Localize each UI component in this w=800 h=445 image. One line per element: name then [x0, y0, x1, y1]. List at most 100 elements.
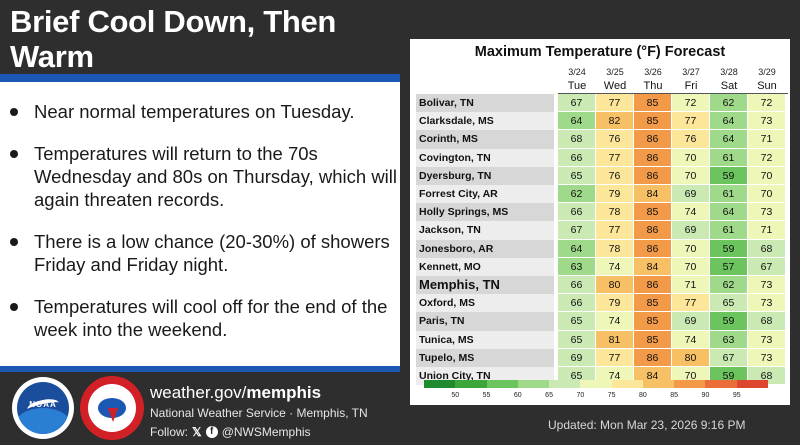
nws-logo-inner: [88, 384, 136, 432]
temperature-cell: 59: [710, 166, 748, 185]
table-row: Tunica, MS 65 81 85 74 63 73: [416, 330, 788, 349]
temperature-cell: 62: [710, 94, 748, 113]
city-name: Kennett, MO: [416, 257, 554, 276]
city-name: Tunica, MS: [416, 330, 554, 349]
legend-swatch: [580, 380, 613, 388]
temperature-cell: 65: [558, 166, 596, 185]
temperature-cell: 74: [596, 312, 634, 331]
bullet-text: Temperatures will cool off for the end o…: [34, 296, 388, 340]
title-banner: Brief Cool Down, Then Warm Temperatures …: [0, 0, 400, 109]
social-handle[interactable]: @NWSMemphis: [221, 425, 311, 439]
temperature-cell: 69: [672, 221, 710, 240]
temperature-cell: 85: [634, 203, 672, 222]
temperature-cell: 69: [672, 185, 710, 204]
temperature-cell: 66: [558, 294, 596, 313]
temperature-cell: 70: [672, 148, 710, 167]
temperature-cell: 64: [558, 239, 596, 258]
legend-tick-label: 90: [701, 392, 710, 399]
table-row: Tupelo, MS 69 77 86 80 67 73: [416, 348, 788, 367]
temperature-cell: 67: [558, 221, 596, 240]
temperature-cell: 67: [748, 257, 786, 276]
bullet-text: Temperatures will return to the 70s Wedn…: [34, 143, 398, 210]
nws-bolt-shape: [108, 408, 118, 422]
temperature-cell: 64: [710, 112, 748, 131]
legend-swatch: [517, 380, 550, 388]
day-header: Sat: [720, 80, 738, 92]
temperature-cell: 59: [710, 239, 748, 258]
temperature-cell: 85: [634, 330, 672, 349]
temperature-cell: 59: [710, 312, 748, 331]
temperature-cell: 64: [558, 112, 596, 131]
temperature-cell: 65: [558, 312, 596, 331]
temperature-cell: 76: [596, 130, 634, 149]
temperature-cell: 73: [748, 203, 786, 222]
footer: NOAA weather.gov/memphis National Weathe…: [0, 366, 400, 445]
temperature-cell: 80: [596, 276, 634, 295]
bullet-text: Near normal temperatures on Tuesday.: [34, 101, 355, 122]
website-prefix: weather.gov/: [150, 383, 247, 402]
bullet-item: Temperatures will return to the 70s Wedn…: [8, 142, 398, 211]
city-name: Bolivar, TN: [416, 94, 554, 113]
temperature-cell: 65: [558, 330, 596, 349]
legend-swatch: [611, 380, 644, 388]
temperature-cell: 77: [596, 94, 634, 113]
temperature-cell: 74: [672, 203, 710, 222]
legend-swatch: [486, 380, 519, 388]
temperature-cell: 61: [710, 221, 748, 240]
noaa-wave-shape: [17, 408, 69, 434]
temperature-cell: 85: [634, 94, 672, 113]
temperature-cell: 86: [634, 148, 672, 167]
temperature-cell: 74: [596, 257, 634, 276]
temperature-cell: 79: [596, 294, 634, 313]
temperature-cell: 73: [748, 276, 786, 295]
temperature-cell: 86: [634, 166, 672, 185]
temperature-cell: 73: [748, 294, 786, 313]
city-name: Covington, TN: [416, 148, 554, 167]
bullet-dot-icon: [10, 303, 18, 311]
bullet-dot-icon: [10, 238, 18, 246]
title-accent-bar: [0, 74, 400, 82]
day-header: Wed: [603, 80, 627, 92]
temperature-cell: 77: [596, 221, 634, 240]
legend-swatch: [736, 380, 769, 388]
temperature-cell: 84: [634, 257, 672, 276]
temperature-cell: 85: [634, 312, 672, 331]
temperature-cell: 78: [596, 203, 634, 222]
noaa-logo-inner: [17, 382, 69, 434]
temperature-cell: 71: [672, 276, 710, 295]
table-title: Maximum Temperature (°F) Forecast: [474, 44, 726, 60]
temperature-cell: 67: [558, 94, 596, 113]
city-name: Tupelo, MS: [416, 348, 554, 367]
temperature-cell: 69: [672, 312, 710, 331]
table-row: Kennett, MO 63 74 84 70 57 67: [416, 257, 788, 276]
city-name: Dyersburg, TN: [416, 166, 554, 185]
temperature-cell: 74: [672, 330, 710, 349]
table-row: Jackson, TN 67 77 86 69 61 71: [416, 221, 788, 240]
temperature-cell: 86: [634, 348, 672, 367]
legend-tick-label: 70: [576, 392, 585, 399]
table-row: Paris, TN 65 74 85 69 59 68: [416, 312, 788, 331]
table-row: Clarksdale, MS 64 82 85 77 64 73: [416, 112, 788, 131]
temperature-cell: 73: [748, 112, 786, 131]
bullet-item: There is a low chance (20-30%) of shower…: [8, 230, 398, 276]
table-row: Dyersburg, TN 65 76 86 70 59 70: [416, 166, 788, 185]
office-name: National Weather Service · Memphis, TN: [150, 406, 368, 420]
temperature-cell: 79: [596, 185, 634, 204]
legend-tick-label: 60: [513, 392, 522, 399]
website-link[interactable]: weather.gov/memphis: [150, 383, 321, 403]
table-row: Covington, TN 66 77 86 70 61 72: [416, 148, 788, 167]
temperature-cell: 62: [710, 276, 748, 295]
legend-swatch: [705, 380, 738, 388]
temperature-cell: 70: [672, 166, 710, 185]
temperature-cell: 77: [672, 294, 710, 313]
legend-swatch: [455, 380, 488, 388]
legend-tick-label: 85: [670, 392, 679, 399]
city-name: Holly Springs, MS: [416, 203, 554, 222]
temperature-cell: 72: [672, 94, 710, 113]
day-header: Tue: [567, 80, 587, 92]
temperature-cell: 77: [596, 148, 634, 167]
legend-tick-label: 65: [545, 392, 553, 399]
website-suffix: memphis: [246, 383, 322, 402]
facebook-icon[interactable]: f: [205, 426, 218, 438]
x-social-icon[interactable]: 𝕏: [192, 425, 202, 439]
